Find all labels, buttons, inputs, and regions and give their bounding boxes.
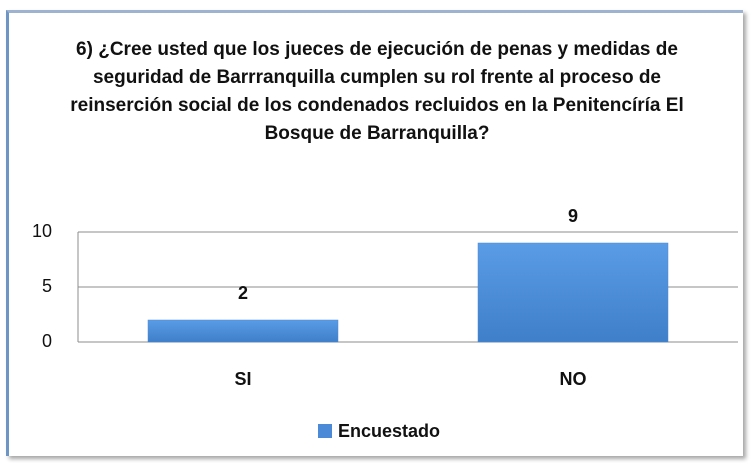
chart-title: 6) ¿Cree usted que los jueces de ejecuci… — [70, 39, 684, 144]
x-tick-label: SI — [234, 369, 251, 389]
y-tick-label: 5 — [42, 276, 52, 296]
chart-frame — [6, 10, 743, 456]
x-tick-label: NO — [560, 369, 587, 389]
data-label: 2 — [238, 283, 248, 303]
y-tick-label: 10 — [32, 221, 52, 241]
bar — [477, 242, 669, 343]
data-label: 9 — [568, 206, 578, 226]
legend-label: Encuestado — [338, 421, 440, 441]
legend-swatch — [318, 424, 332, 438]
bar — [147, 319, 339, 343]
y-tick-label: 0 — [42, 331, 52, 351]
